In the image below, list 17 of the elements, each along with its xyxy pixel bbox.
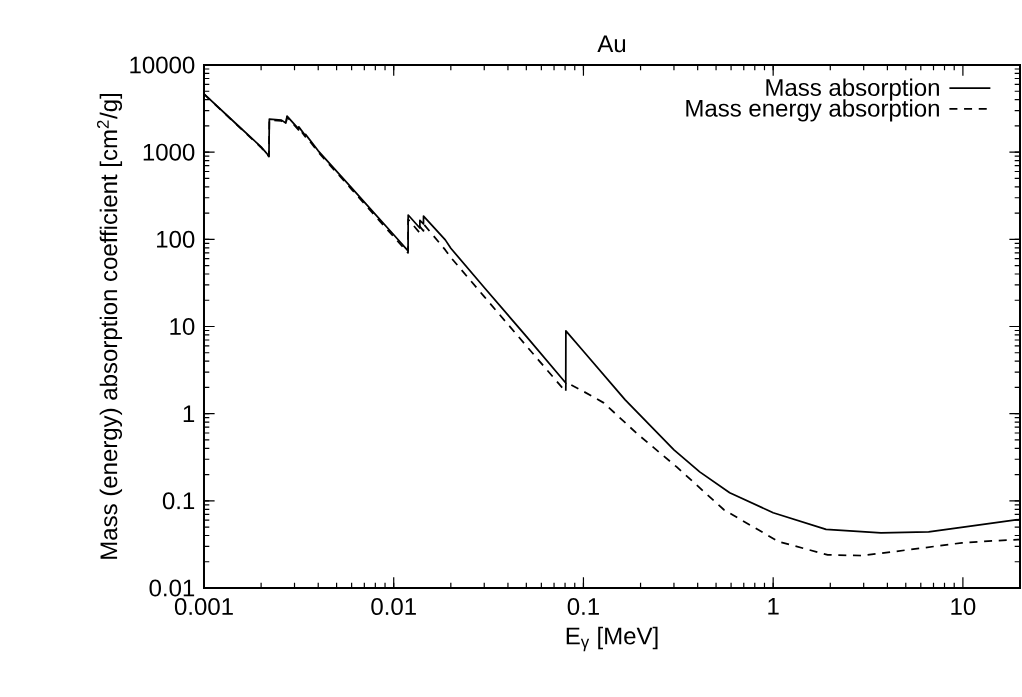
- y-tick-label: 0.1: [162, 492, 195, 510]
- y-tick-label: 10000: [130, 56, 195, 74]
- chart-title: Au: [597, 35, 626, 53]
- y-tick-label: 1000: [143, 143, 195, 161]
- x-tick-label: 0.1: [567, 598, 599, 616]
- x-tick-label: 10: [951, 598, 976, 616]
- x-axis-title: E$_{γ}$ [MeV]: [566, 626, 658, 652]
- legend-label: Mass absorption: [766, 78, 939, 101]
- y-tick-label: 10: [170, 317, 195, 335]
- y-axis-title: Mass (energy) absorption coefficient [cm$^{2}$/g]: [96, 94, 123, 559]
- legend-label: Mass energy absorption: [686, 99, 939, 122]
- y-tick-label: 100: [157, 230, 195, 248]
- y-tick-label: 1: [183, 405, 195, 422]
- x-tick-label: 0.001: [174, 598, 233, 616]
- x-tick-label: 1: [768, 598, 779, 615]
- x-tick-label: 0.01: [371, 598, 416, 616]
- y-tick-label: 0.01: [149, 579, 195, 597]
